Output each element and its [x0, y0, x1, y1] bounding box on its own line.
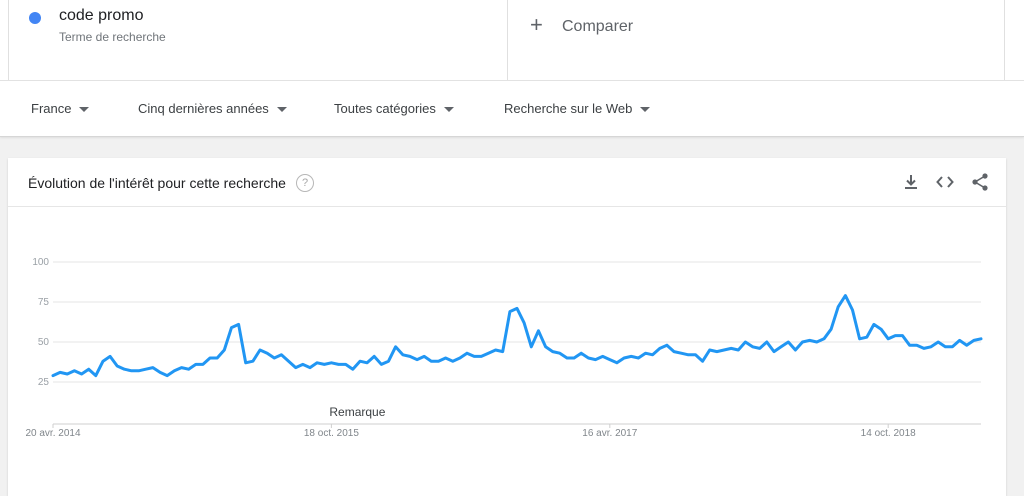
category-dropdown[interactable]: Toutes catégories	[334, 101, 454, 116]
card-divider	[8, 206, 1006, 207]
x-tick-label: 18 oct. 2015	[304, 428, 359, 439]
y-tick-label: 50	[38, 337, 50, 348]
x-tick-label: 16 avr. 2017	[582, 428, 637, 439]
x-tick-label: 20 avr. 2014	[25, 428, 80, 439]
y-tick-label: 75	[38, 297, 50, 308]
term-name[interactable]: code promo	[59, 7, 144, 24]
interest-over-time-card: Évolution de l'intérêt pour cette recher…	[8, 158, 1006, 496]
y-tick-label: 25	[38, 377, 50, 388]
help-icon[interactable]: ?	[296, 174, 314, 192]
category-value: Toutes catégories	[334, 101, 436, 116]
filters-bar: France Cinq dernières années Toutes caté…	[0, 81, 1024, 137]
term-color-dot	[29, 12, 41, 24]
card-title: Évolution de l'intérêt pour cette recher…	[28, 175, 286, 191]
term-type: Terme de recherche	[59, 30, 166, 44]
y-tick-label: 100	[32, 257, 49, 268]
embed-icon[interactable]	[935, 172, 955, 192]
search-terms-bar: code promo Terme de recherche + Comparer	[0, 0, 1024, 81]
caret-down-icon	[443, 107, 454, 113]
compare-button[interactable]: + Comparer	[506, 0, 1005, 80]
caret-down-icon	[640, 107, 651, 113]
interest-line-chart: 25 50 75 100 20 avr. 2014 18 oct. 2015 16 avr.…	[25, 257, 983, 439]
compare-label: Comparer	[562, 18, 634, 35]
caret-down-icon	[79, 107, 90, 113]
x-tick-label: 14 oct. 2018	[861, 428, 916, 439]
period-value: Cinq dernières années	[138, 101, 269, 116]
search-type-dropdown[interactable]: Recherche sur le Web	[504, 101, 651, 116]
period-dropdown[interactable]: Cinq dernières années	[138, 101, 287, 116]
plus-icon: +	[530, 12, 543, 37]
region-value: France	[31, 101, 72, 116]
search-type-value: Recherche sur le Web	[504, 101, 633, 116]
caret-down-icon	[276, 107, 287, 113]
series-line-code-promo	[51, 294, 983, 378]
region-dropdown[interactable]: France	[31, 101, 90, 116]
download-icon[interactable]	[901, 172, 921, 192]
share-icon[interactable]	[970, 172, 990, 192]
search-term-card[interactable]: code promo Terme de recherche	[8, 0, 508, 80]
note-annotation: Remarque	[329, 405, 385, 419]
